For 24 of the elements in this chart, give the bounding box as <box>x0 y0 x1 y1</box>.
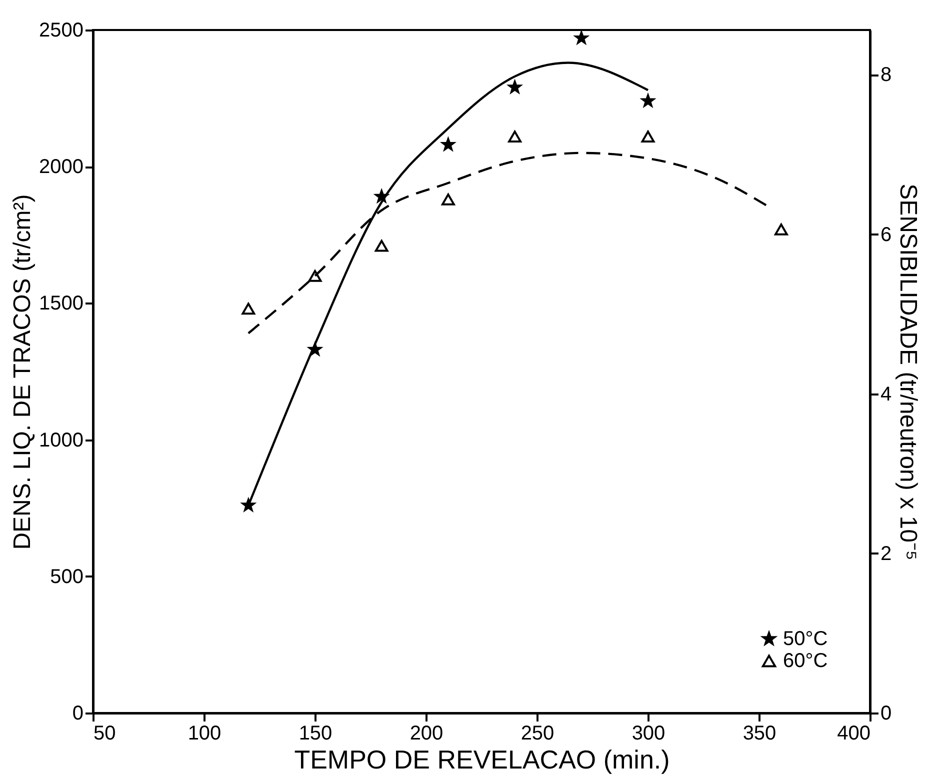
x-tick-label: 300 <box>632 722 666 744</box>
x-tick-label: 400 <box>837 722 870 744</box>
x-tick-label: 200 <box>410 722 444 744</box>
y2-tick-label: 0 <box>880 702 892 724</box>
x-tick-label: 250 <box>520 722 554 744</box>
y-tick-label: 2500 <box>39 20 84 42</box>
y-axis-title: DENS. LIQ. DE TRACOS (tr/cm²) <box>9 194 36 550</box>
legend-label: 50°C <box>783 628 828 650</box>
y2-tick-label: 2 <box>880 542 892 565</box>
x-axis-title: TEMPO DE REVELACAO (min.) <box>294 744 670 774</box>
y2-axis-title: SENSIBILIDADE (tr/neutron) x 10⁻⁵ <box>894 184 922 560</box>
legend-label: 60°C <box>783 650 828 672</box>
y2-tick-label: 4 <box>880 383 892 406</box>
x-tick-label: 100 <box>188 722 222 744</box>
y2-tick-label: 6 <box>880 224 892 246</box>
y-tick-label: 500 <box>50 566 84 588</box>
y-tick-label: 0 <box>72 702 84 724</box>
x-tick-label: 350 <box>742 722 776 744</box>
x-tick-label: 150 <box>298 722 332 744</box>
y-tick-label: 1000 <box>39 429 84 452</box>
y2-tick-label: 8 <box>880 64 892 86</box>
y-tick-label: 1500 <box>39 292 84 315</box>
y-tick-label: 2000 <box>39 156 84 178</box>
x-tick-label: 50 <box>94 722 116 744</box>
